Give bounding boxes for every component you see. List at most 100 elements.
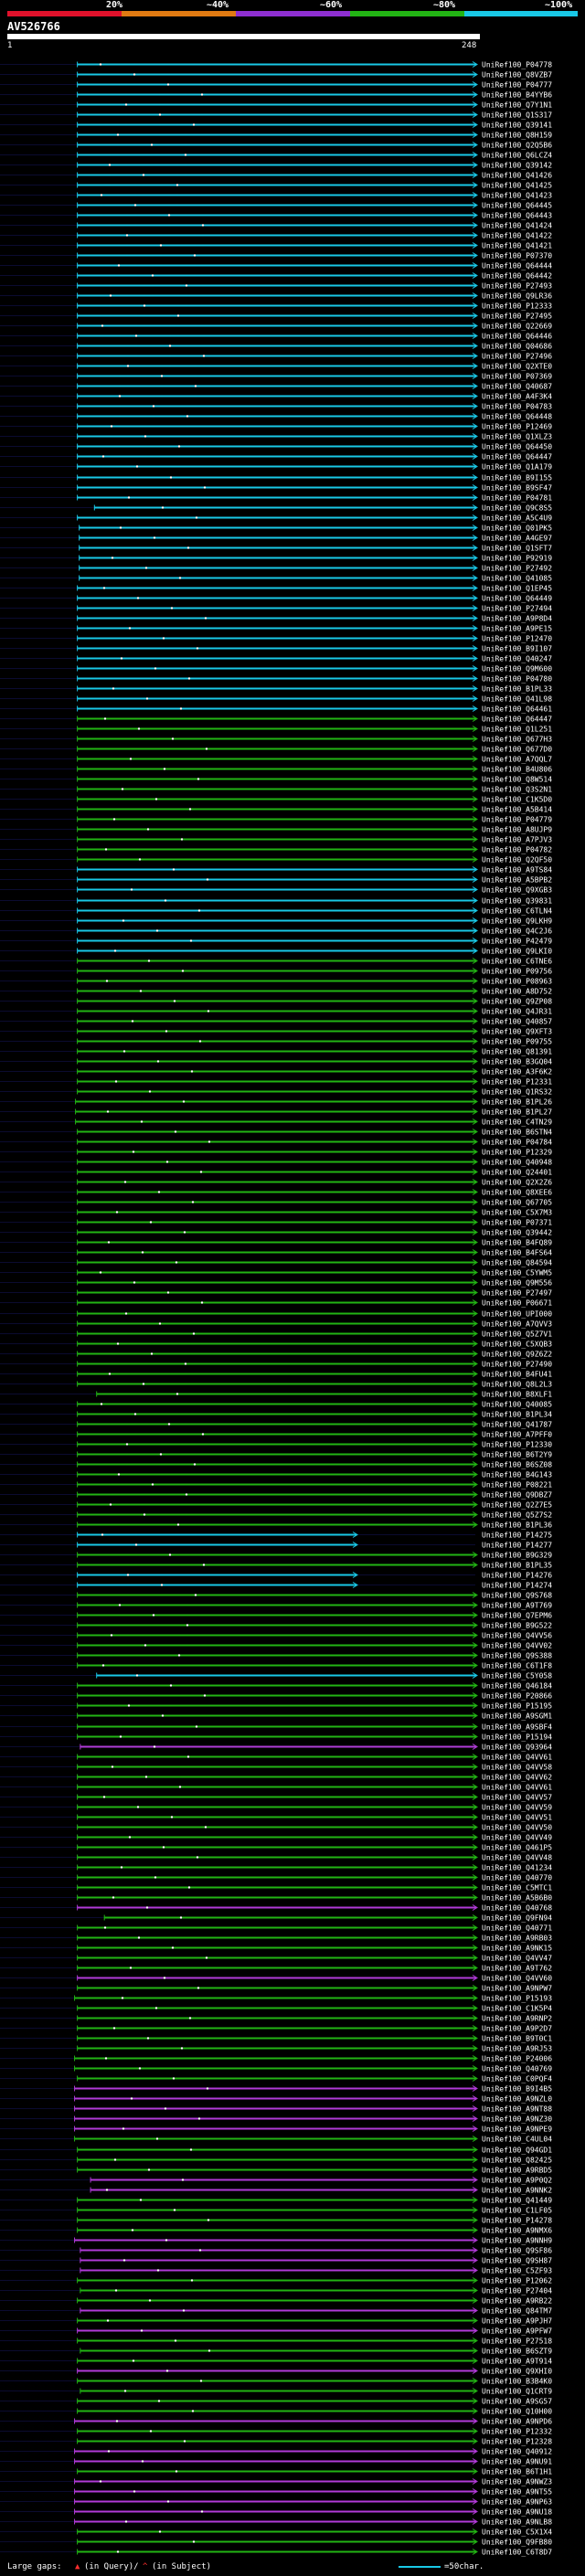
hit-label[interactable]: UniRef100_Q9C8S5 <box>482 504 552 513</box>
hit-label[interactable]: UniRef100_B6STN4 <box>482 1129 552 1137</box>
hit-label[interactable]: UniRef100_Q01PK5 <box>482 525 552 533</box>
hit-label[interactable]: UniRef100_P12330 <box>482 1441 552 1449</box>
hit-label[interactable]: UniRef100_B9I155 <box>482 474 552 482</box>
hit-label[interactable]: UniRef100_Q64450 <box>482 443 552 451</box>
hit-label[interactable]: UniRef100_C4TN29 <box>482 1118 552 1127</box>
hit-label[interactable]: UniRef100_Q9Z6Z2 <box>482 1351 552 1359</box>
hit-label[interactable]: UniRef100_P27493 <box>482 282 552 291</box>
hit-label[interactable]: UniRef100_Q2XTE0 <box>482 363 552 371</box>
hit-label[interactable]: UniRef100_P15193 <box>482 1995 552 2003</box>
hit-label[interactable]: UniRef100_Q40247 <box>482 655 552 663</box>
hit-label[interactable]: UniRef100_Q81391 <box>482 1048 552 1056</box>
hit-label[interactable]: UniRef100_A9T762 <box>482 1965 552 1973</box>
hit-label[interactable]: UniRef100_Q5Z7S2 <box>482 1511 552 1520</box>
hit-label[interactable]: UniRef100_A5BPB2 <box>482 876 552 885</box>
hit-label[interactable]: UniRef100_Q04686 <box>482 343 552 351</box>
hit-label[interactable]: UniRef100_A5B6B0 <box>482 1894 552 1903</box>
hit-label[interactable]: UniRef100_B9T0C1 <box>482 2035 552 2043</box>
hit-label[interactable]: UniRef100_P09756 <box>482 968 552 976</box>
hit-label[interactable]: UniRef100_P04777 <box>482 81 552 90</box>
hit-label[interactable]: UniRef100_Q4VV61 <box>482 1784 552 1792</box>
hit-label[interactable]: UniRef100_P27495 <box>482 313 552 321</box>
hit-label[interactable]: UniRef100_P14276 <box>482 1572 552 1580</box>
hit-label[interactable]: UniRef100_B4YYB6 <box>482 91 552 100</box>
hit-label[interactable]: UniRef100_Q40948 <box>482 1159 552 1167</box>
hit-label[interactable]: UniRef100_Q7Y1N1 <box>482 101 552 110</box>
hit-label[interactable]: UniRef100_B4G143 <box>482 1471 552 1479</box>
hit-label[interactable]: UniRef100_Q46184 <box>482 1682 552 1691</box>
hit-label[interactable]: UniRef100_A9RB03 <box>482 1935 552 1943</box>
hit-label[interactable]: UniRef100_Q64446 <box>482 333 552 341</box>
hit-label[interactable]: UniRef100_C0PQF4 <box>482 2075 552 2083</box>
hit-label[interactable]: UniRef100_B4FS64 <box>482 1249 552 1257</box>
hit-label[interactable]: UniRef100_Q3S2N1 <box>482 786 552 794</box>
hit-label[interactable]: UniRef100_Q39141 <box>482 122 552 130</box>
hit-label[interactable]: UniRef100_Q4VV49 <box>482 1834 552 1842</box>
hit-label[interactable]: UniRef100_Q41L98 <box>482 695 552 704</box>
hit-label[interactable]: UniRef100_C1LF05 <box>482 2207 552 2215</box>
hit-label[interactable]: UniRef100_A9NPE9 <box>482 2125 552 2134</box>
hit-label[interactable]: UniRef100_Q40770 <box>482 1874 552 1882</box>
hit-label[interactable]: UniRef100_B1PL36 <box>482 1521 552 1530</box>
hit-label[interactable]: UniRef100_P92919 <box>482 555 552 563</box>
hit-label[interactable]: UniRef100_P12470 <box>482 635 552 643</box>
hit-label[interactable]: UniRef100_Q9S768 <box>482 1592 552 1600</box>
hit-label[interactable]: UniRef100_Q4VV61 <box>482 1754 552 1762</box>
hit-label[interactable]: UniRef100_C5XQB3 <box>482 1341 552 1349</box>
hit-label[interactable]: UniRef100_Q9LKH9 <box>482 917 552 926</box>
hit-label[interactable]: UniRef100_P08221 <box>482 1481 552 1489</box>
hit-label[interactable]: UniRef100_P04784 <box>482 1139 552 1147</box>
hit-label[interactable]: UniRef100_Q24401 <box>482 1169 552 1177</box>
hit-label[interactable]: UniRef100_Q1EP45 <box>482 585 552 593</box>
hit-label[interactable]: UniRef100_Q9XGB3 <box>482 886 552 895</box>
hit-label[interactable]: UniRef100_Q1RS32 <box>482 1088 552 1097</box>
hit-label[interactable]: UniRef100_B4U806 <box>482 766 552 774</box>
hit-label[interactable]: UniRef100_A9NMX6 <box>482 2227 552 2235</box>
hit-label[interactable]: UniRef100_Q5Z7V1 <box>482 1330 552 1339</box>
hit-label[interactable]: UniRef100_C5MTC1 <box>482 1884 552 1892</box>
hit-label[interactable]: UniRef100_Q4VV60 <box>482 1975 552 1983</box>
hit-label[interactable]: UniRef100_Q40687 <box>482 383 552 391</box>
hit-label[interactable]: UniRef100_Q64444 <box>482 262 552 270</box>
hit-label[interactable]: UniRef100_A9RJ53 <box>482 2045 552 2053</box>
hit-label[interactable]: UniRef100_Q40771 <box>482 1924 552 1933</box>
hit-label[interactable]: UniRef100_P42479 <box>482 938 552 946</box>
hit-label[interactable]: UniRef100_Q9ZP08 <box>482 998 552 1006</box>
hit-label[interactable]: UniRef100_A5C4U9 <box>482 514 552 523</box>
hit-label[interactable]: UniRef100_C5YWM5 <box>482 1269 552 1277</box>
hit-label[interactable]: UniRef100_Q84594 <box>482 1259 552 1267</box>
hit-label[interactable]: UniRef100_B9SF47 <box>482 484 552 493</box>
hit-label[interactable]: UniRef100_A9NU18 <box>482 2508 552 2517</box>
hit-label[interactable]: UniRef100_P07371 <box>482 1219 552 1227</box>
hit-label[interactable]: UniRef100_C6T8D7 <box>482 2549 552 2557</box>
hit-label[interactable]: UniRef100_Q2Q5B6 <box>482 142 552 150</box>
hit-label[interactable]: UniRef100_P27404 <box>482 2287 552 2295</box>
hit-label[interactable]: UniRef100_B9G329 <box>482 1552 552 1560</box>
hit-label[interactable]: UniRef100_Q1CRT9 <box>482 2388 552 2396</box>
hit-label[interactable]: UniRef100_Q41787 <box>482 1421 552 1429</box>
hit-label[interactable]: UniRef100_Q4C2J6 <box>482 928 552 936</box>
hit-label[interactable]: UniRef100_Q9M600 <box>482 665 552 673</box>
hit-label[interactable]: UniRef100_Q9SH87 <box>482 2257 552 2265</box>
hit-label[interactable]: UniRef100_Q64442 <box>482 272 552 281</box>
hit-label[interactable]: UniRef100_A9SBF4 <box>482 1723 552 1732</box>
hit-label[interactable]: UniRef100_B6SZT9 <box>482 2348 552 2356</box>
hit-label[interactable]: UniRef100_A9NPD6 <box>482 2418 552 2426</box>
hit-label[interactable]: UniRef100_P08963 <box>482 978 552 986</box>
hit-label[interactable]: UniRef100_P07370 <box>482 252 552 260</box>
hit-label[interactable]: UniRef100_B4FQ89 <box>482 1239 552 1247</box>
hit-label[interactable]: UniRef100_C5ZF93 <box>482 2267 552 2275</box>
hit-label[interactable]: UniRef100_Q64449 <box>482 595 552 603</box>
hit-label[interactable]: UniRef100_C6TLN4 <box>482 907 552 916</box>
hit-label[interactable]: UniRef100_P04783 <box>482 403 552 411</box>
hit-label[interactable]: UniRef100_Q84TM7 <box>482 2307 552 2316</box>
hit-label[interactable]: UniRef100_A9RB22 <box>482 2297 552 2306</box>
hit-label[interactable]: UniRef100_Q9LKI0 <box>482 948 552 956</box>
hit-label[interactable]: UniRef100_A9SG57 <box>482 2398 552 2406</box>
hit-label[interactable]: UniRef100_Q82425 <box>482 2157 552 2165</box>
hit-label[interactable]: UniRef100_Q41426 <box>482 172 552 180</box>
hit-label[interactable]: UniRef100_A9PE15 <box>482 625 552 633</box>
hit-label[interactable]: UniRef100_A9T769 <box>482 1602 552 1610</box>
hit-label[interactable]: UniRef100_B1PL33 <box>482 685 552 694</box>
hit-label[interactable]: UniRef100_P09755 <box>482 1038 552 1046</box>
